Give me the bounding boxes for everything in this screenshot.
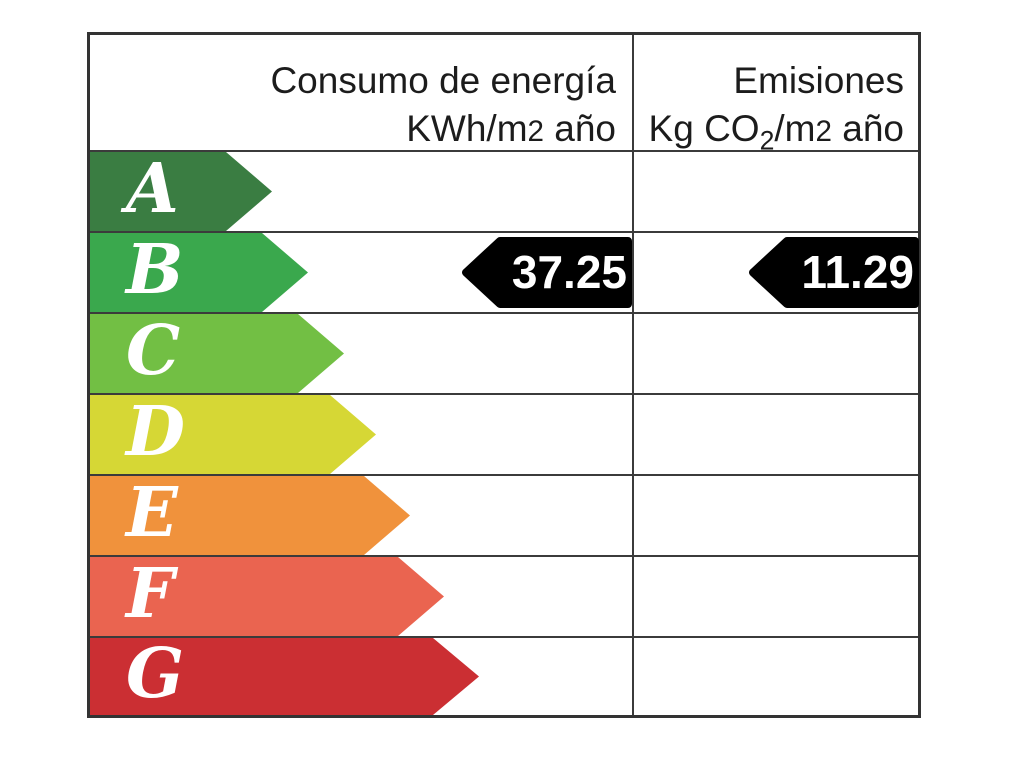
- rating-letter-e: E: [126, 472, 178, 553]
- rating-row-c: C: [90, 310, 918, 395]
- consumption-header-title: Consumo de energía: [270, 60, 616, 101]
- rating-arrow-f-icon: [90, 557, 444, 636]
- consumption-unit-suffix: año: [543, 108, 616, 149]
- rating-row-b: B: [90, 229, 918, 314]
- consumption-header-unit: KWh/m2 año: [90, 105, 616, 156]
- rating-row-d: D: [90, 391, 918, 476]
- emissions-column-header: Emisiones Kg CO2/m2 año: [632, 35, 918, 155]
- emissions-unit-exponent: 2: [815, 115, 832, 148]
- emissions-unit-subscript: 2: [759, 125, 775, 156]
- emissions-marker-arrow-icon: [749, 237, 919, 308]
- rating-arrow-d-icon: [90, 395, 376, 474]
- rating-arrow-c-icon: [90, 314, 344, 393]
- consumption-value-marker: 37.25: [462, 237, 632, 308]
- rating-rows: A B C D E F G: [90, 148, 918, 715]
- rating-row-e: E: [90, 472, 918, 557]
- emissions-value: 11.29: [801, 246, 914, 298]
- emissions-unit-suffix: año: [831, 108, 904, 149]
- rating-letter-f: F: [126, 553, 175, 634]
- rating-arrow-e-icon: [90, 476, 410, 555]
- rating-arrow-b-icon: [90, 233, 308, 312]
- rating-letter-a: A: [126, 148, 179, 229]
- rating-row-a: A: [90, 148, 918, 233]
- rating-letter-c: C: [126, 310, 181, 391]
- table-header: Consumo de energía KWh/m2 año Emisiones …: [90, 35, 918, 155]
- rating-row-f: F: [90, 553, 918, 638]
- emissions-unit-mid: /m: [774, 108, 816, 149]
- rating-arrow-g-icon: [90, 638, 479, 715]
- consumption-column-header: Consumo de energía KWh/m2 año: [90, 35, 632, 150]
- emissions-value-marker: 11.29: [749, 237, 919, 308]
- consumption-unit-exponent: 2: [527, 115, 544, 148]
- energy-rating-table: Consumo de energía KWh/m2 año Emisiones …: [87, 32, 921, 718]
- consumption-marker-arrow-icon: [462, 237, 632, 308]
- column-divider: [632, 35, 634, 715]
- emissions-unit-prefix: Kg CO: [648, 108, 760, 149]
- rating-letter-b: B: [126, 229, 184, 310]
- rating-letter-d: D: [126, 391, 185, 472]
- rating-letter-g: G: [126, 633, 185, 714]
- rating-row-g: G: [90, 633, 918, 715]
- consumption-value: 37.25: [511, 246, 627, 298]
- consumption-unit-prefix: KWh/m: [406, 108, 528, 149]
- emissions-header-title: Emisiones: [733, 60, 904, 101]
- emissions-header-unit: Kg CO2/m2 año: [632, 105, 904, 164]
- rating-arrow-a-icon: [90, 152, 272, 231]
